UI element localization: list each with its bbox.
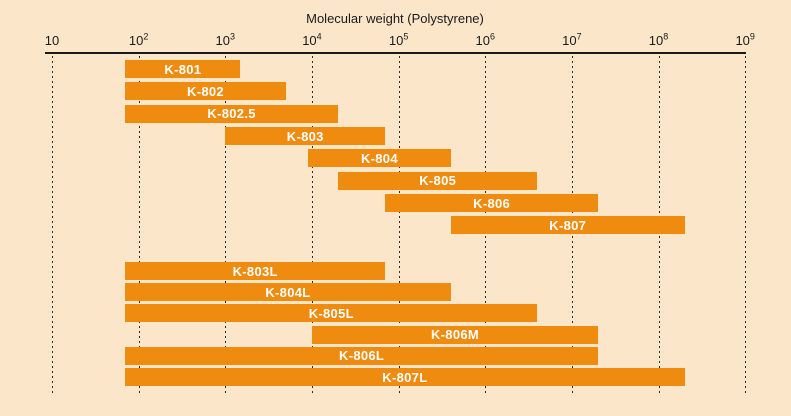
bar-label: K-806M xyxy=(430,327,480,343)
x-tick-exponent: 2 xyxy=(143,31,149,42)
x-tick-label: 109 xyxy=(735,31,755,48)
gridline xyxy=(398,56,400,395)
x-tick-exponent: 4 xyxy=(316,31,322,42)
x-tick-exponent: 8 xyxy=(663,31,669,42)
bar-label: K-806 xyxy=(473,195,511,211)
bar-k-807: K-807 xyxy=(450,216,685,235)
x-tick-label: 105 xyxy=(388,31,409,48)
bar-label: K-803L xyxy=(232,263,278,279)
bar-label: K-804L xyxy=(265,284,311,300)
x-axis-line xyxy=(45,52,746,54)
x-tick-exponent: 5 xyxy=(403,31,409,42)
bar-k-802: K-802 xyxy=(125,82,286,101)
bar-label: K-806L xyxy=(339,348,385,364)
x-tick-label: 104 xyxy=(302,31,322,48)
bar-k-806: K-806 xyxy=(385,194,598,212)
bar-k-802.5: K-802.5 xyxy=(125,104,338,123)
bar-label: K-807 xyxy=(549,217,587,233)
gridline xyxy=(225,56,227,395)
x-tick-exponent: 3 xyxy=(230,31,236,42)
bar-k-807l: K-807L xyxy=(125,368,685,386)
bar-k-804l: K-804L xyxy=(125,283,451,302)
x-tick-exponent: 6 xyxy=(489,31,495,42)
bar-label: K-801 xyxy=(164,61,202,77)
x-tick-exponent: 9 xyxy=(749,31,755,42)
x-tick-label: 10 xyxy=(44,33,60,48)
bar-k-806l: K-806L xyxy=(125,346,598,365)
bar-k-806m: K-806M xyxy=(312,325,598,344)
gridline xyxy=(745,56,747,395)
bar-label: K-804 xyxy=(360,150,398,166)
x-tick-label: 103 xyxy=(215,31,236,48)
bar-label: K-805 xyxy=(419,173,457,189)
bar-label: K-803 xyxy=(286,128,324,144)
bar-label: K-807L xyxy=(382,369,428,385)
bar-label: K-802 xyxy=(187,83,224,99)
gridline xyxy=(138,56,140,395)
bar-k-804: K-804 xyxy=(308,149,451,168)
bar-label: K-805L xyxy=(308,305,354,321)
x-tick-label: 106 xyxy=(475,31,495,48)
bar-k-801: K-801 xyxy=(125,60,241,78)
bar-label: K-802.5 xyxy=(207,106,256,122)
bar-k-805l: K-805L xyxy=(125,304,538,323)
bar-k-803l: K-803L xyxy=(125,262,386,280)
x-tick-exponent: 7 xyxy=(576,31,582,42)
gridline xyxy=(52,56,53,395)
gridline xyxy=(311,56,313,395)
chart-title: Molecular weight (Polystyrene) xyxy=(306,11,484,26)
bar-k-805: K-805 xyxy=(338,171,538,190)
x-tick-label: 107 xyxy=(562,31,582,48)
x-tick-label: 102 xyxy=(128,31,149,48)
x-tick-label: 108 xyxy=(648,31,669,48)
bar-k-803: K-803 xyxy=(225,127,386,145)
